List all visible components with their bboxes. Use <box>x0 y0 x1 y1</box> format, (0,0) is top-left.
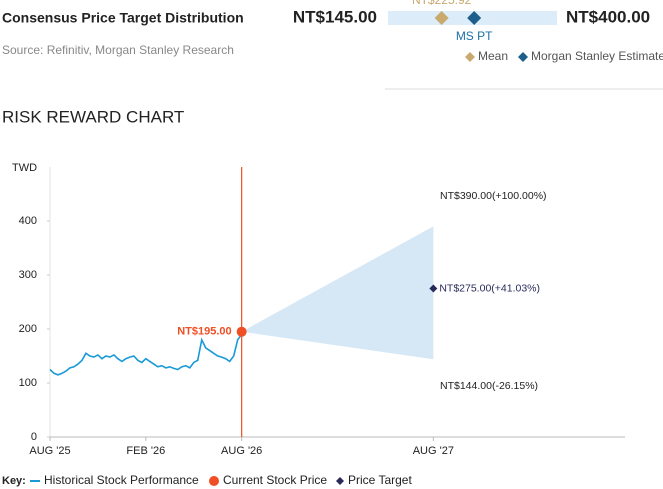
key-label: Current Stock Price <box>223 473 327 487</box>
current-price-label: NT$195.00 <box>177 326 231 338</box>
x-tick-label: AUG '26 <box>221 445 262 457</box>
header-title: Consensus Price Target Distribution <box>2 10 244 26</box>
target-label: NT$144.00(-26.15%) <box>440 380 538 392</box>
chart-title: RISK REWARD CHART <box>2 107 184 126</box>
source: Source: Refinitiv, Morgan Stanley Resear… <box>2 43 234 57</box>
y-axis-label: TWD <box>12 162 37 174</box>
target-label: NT$390.00(+100.00%) <box>440 190 547 202</box>
ms-pt-label: MS PT <box>456 29 493 43</box>
x-tick-label: FEB '26 <box>126 445 165 457</box>
y-tick-label: 200 <box>19 323 37 335</box>
key-diamond <box>336 477 344 485</box>
mean-label: NT$225.92 <box>412 0 472 7</box>
x-tick-label: AUG '25 <box>29 445 70 457</box>
ms-pt-marker <box>467 11 482 25</box>
mean-marker <box>434 11 449 25</box>
price-target <box>429 284 438 293</box>
y-tick-label: 100 <box>19 377 37 389</box>
y-tick-label: 300 <box>19 269 37 281</box>
current-price <box>236 326 247 337</box>
key-label: Historical Stock Performance <box>44 473 199 487</box>
y-tick-label: 400 <box>19 215 37 227</box>
legend-label: Morgan Stanley Estimates <box>531 49 663 63</box>
legend-marker <box>465 52 475 62</box>
legend-marker <box>518 52 528 62</box>
high-label: NT$400.00 <box>566 7 650 26</box>
target-cone <box>241 226 434 360</box>
legend-label: Mean <box>478 49 508 63</box>
key-label: Key: <box>2 475 26 487</box>
key-dot <box>209 476 219 486</box>
y-tick-label: 0 <box>31 431 37 443</box>
low-label: NT$145.00 <box>293 7 377 26</box>
price-line <box>49 333 243 376</box>
key-label: Price Target <box>348 473 412 487</box>
x-tick-label: AUG '27 <box>413 445 454 457</box>
target-label: NT$275.00(+41.03%) <box>439 282 540 294</box>
